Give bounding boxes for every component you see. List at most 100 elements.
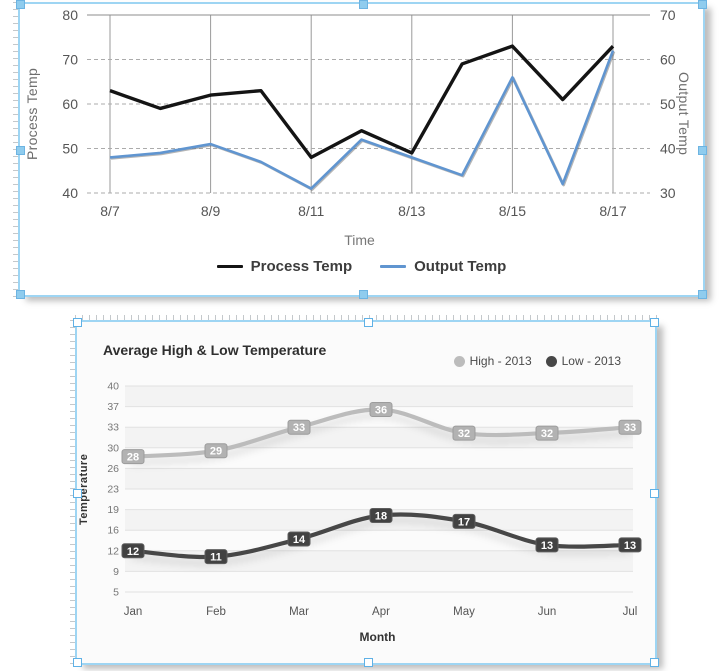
svg-text:32: 32 [541,428,553,440]
svg-text:28: 28 [127,452,139,464]
svg-text:29: 29 [210,446,222,458]
legend-item-high-2013[interactable]: High - 2013 [453,354,532,368]
legend-item-output-temp[interactable]: Output Temp [380,258,506,275]
svg-text:70: 70 [62,52,78,68]
chart2-legend: High - 2013 Low - 2013 [453,354,621,368]
svg-text:9: 9 [113,566,119,578]
x-axis-ticks: 8/7 8/9 8/11 8/13 8/15 8/17 [100,203,627,219]
svg-text:Jun: Jun [538,606,557,618]
svg-text:8/7: 8/7 [100,203,120,219]
svg-text:60: 60 [62,96,78,112]
process-temp-swatch [216,265,243,268]
legend-label: High - 2013 [469,354,532,368]
chart1-legend: Process Temp Output Temp [20,258,703,275]
svg-text:30: 30 [660,185,676,201]
selection-handle-right-middle[interactable] [698,146,707,155]
legend-label: Output Temp [414,258,507,275]
svg-text:Mar: Mar [289,606,309,618]
selection-handle-bottom-left[interactable] [16,290,25,299]
right-axis-title: Output Temp [676,72,692,156]
svg-text:50: 50 [660,96,676,112]
legend-item-process-temp[interactable]: Process Temp [216,258,353,275]
y-axis-ticks: 40 37 33 30 26 23 19 16 12 9 5 [107,381,119,599]
selection-handle-top-right[interactable] [698,0,707,9]
process-temp-series [109,44,615,160]
svg-text:11: 11 [210,552,222,564]
svg-text:40: 40 [62,185,78,201]
selection-handle-bottom-right[interactable] [698,290,707,299]
svg-text:8/15: 8/15 [499,203,526,219]
low-2013-dot [545,355,557,367]
svg-text:26: 26 [107,463,119,475]
selection-handle-left-middle[interactable] [16,146,25,155]
svg-text:Jul: Jul [623,606,638,618]
x-axis-ticks: Jan Feb Mar Apr May Jun Jul [124,606,638,618]
svg-text:30: 30 [107,442,119,454]
svg-text:8/13: 8/13 [398,203,425,219]
temperature-line-chart-canvas: 40 37 33 30 26 23 19 16 12 9 5 Jan Feb Mar Apr May Jun Ju… [107,381,642,618]
selection-handle-left-middle[interactable] [73,489,82,498]
right-axis-ticks: 70 60 50 40 30 [660,7,676,201]
svg-text:8/9: 8/9 [201,203,221,219]
svg-text:40: 40 [660,141,676,157]
svg-text:8/17: 8/17 [599,203,626,219]
svg-text:40: 40 [107,381,119,393]
svg-text:5: 5 [113,587,119,599]
output-temp-swatch [380,265,407,268]
svg-text:37: 37 [107,401,119,413]
svg-text:33: 33 [107,422,119,434]
svg-text:33: 33 [293,422,305,434]
selection-handle-bottom-center[interactable] [359,290,368,299]
line-chart-widget[interactable]: 80 70 60 50 40 70 60 50 40 30 8/7 8/9 8/11 8/13 8/15 8/… [13,0,707,299]
selection-handle-top-center[interactable] [364,318,373,327]
svg-text:80: 80 [62,7,78,23]
selection-handle-bottom-right[interactable] [650,658,659,667]
selection-handle-top-left[interactable] [16,0,25,9]
svg-text:12: 12 [127,546,139,558]
chart-title: Average High & Low Temperature [103,342,327,358]
legend-label: Process Temp [250,258,353,275]
ruler-ticks-left [70,320,75,665]
svg-text:13: 13 [541,540,553,552]
svg-text:70: 70 [660,7,676,23]
svg-text:13: 13 [624,540,636,552]
selection-handle-top-right[interactable] [650,318,659,327]
svg-text:16: 16 [107,525,119,537]
svg-text:18: 18 [375,510,387,522]
high-2013-dot [453,355,465,367]
svg-text:8/11: 8/11 [298,203,324,219]
legend-item-low-2013[interactable]: Low - 2013 [545,354,621,368]
svg-text:36: 36 [375,405,387,417]
svg-text:32: 32 [458,428,470,440]
svg-text:Jan: Jan [124,606,143,618]
svg-text:50: 50 [62,141,78,157]
selection-handle-top-left[interactable] [73,318,82,327]
svg-text:12: 12 [107,545,119,557]
x-axis-title: Time [344,232,375,248]
low---2013-data-labels: 12 11 14 18 17 13 13 [121,507,642,565]
selection-handle-bottom-center[interactable] [364,658,373,667]
ruler-ticks-left [13,2,18,297]
high---2013-data-labels: 28 29 33 36 32 32 33 [121,402,642,465]
output-temp-series [109,50,615,190]
svg-text:May: May [453,606,475,618]
plot-bands [125,386,633,572]
svg-text:33: 33 [624,422,636,434]
selection-handle-bottom-left[interactable] [73,658,82,667]
temperature-chart-widget[interactable]: Average High & Low Temperature High - 20… [70,315,659,667]
legend-label: Low - 2013 [561,354,621,368]
x-axis-title: Month [359,630,396,644]
svg-text:Feb: Feb [206,606,226,618]
selection-handle-right-middle[interactable] [650,489,659,498]
selection-handle-top-center[interactable] [359,0,368,9]
left-axis-title: Process Temp [24,67,40,161]
svg-text:17: 17 [458,516,470,528]
svg-text:60: 60 [660,52,676,68]
svg-text:Apr: Apr [372,606,390,618]
svg-text:14: 14 [293,534,306,546]
left-axis-ticks: 80 70 60 50 40 [62,7,78,201]
ruler-ticks-top [75,315,657,320]
svg-text:19: 19 [107,504,119,516]
svg-text:23: 23 [107,484,119,496]
